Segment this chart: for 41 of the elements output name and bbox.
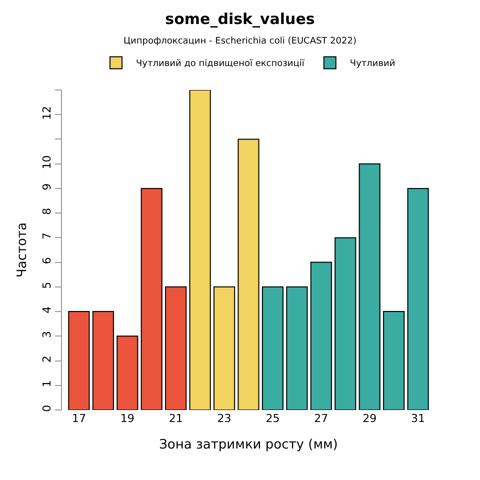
y-tick-label: 4 [40, 306, 54, 314]
bar [92, 311, 114, 410]
bar [165, 286, 187, 410]
y-tick-label: 7 [40, 232, 54, 240]
y-tick-label: 8 [40, 208, 54, 215]
x-tick-label: 31 [411, 412, 426, 425]
bar [68, 311, 90, 410]
bar [140, 188, 162, 410]
y-axis-title: Частота [15, 222, 30, 278]
x-tick-label: 21 [168, 412, 183, 425]
x-tick-label: 27 [314, 412, 328, 425]
x-tick-label: 25 [266, 412, 280, 425]
y-tick-label: 0 [40, 404, 54, 412]
bar [116, 336, 138, 410]
bar [334, 237, 356, 410]
legend-label: Чутливий [350, 59, 396, 70]
y-tick-label: 12 [40, 106, 54, 120]
legend-label: Чутливий до підвищеної експозиції [136, 59, 305, 70]
bar [286, 286, 308, 410]
x-tick-label: 29 [362, 412, 377, 425]
x-tick-label: 17 [72, 412, 86, 425]
x-axis-title: Зона затримки росту (мм) [159, 438, 338, 453]
x-tick-label: 19 [120, 412, 134, 425]
bar [407, 188, 429, 410]
bar [238, 138, 260, 410]
y-tick-label: 5 [40, 282, 54, 289]
y-tick-label: 3 [40, 331, 54, 338]
bar [262, 286, 284, 410]
bar [213, 286, 236, 410]
bar [383, 311, 405, 410]
y-tick-label: 10 [40, 155, 54, 170]
bar [358, 163, 380, 410]
chart-subtitle: Ципрофлоксацин - Escherichia coli (EUCAST 2022) [124, 36, 356, 46]
y-tick-label: 6 [40, 257, 54, 264]
x-tick-label: 23 [217, 412, 232, 425]
y-tick-label: 1 [40, 380, 54, 388]
bar [310, 262, 332, 410]
bar [189, 90, 211, 410]
y-tick-label: 9 [40, 183, 54, 190]
y-tick-label: 2 [40, 356, 54, 363]
chart-title: some_disk_values [165, 10, 315, 28]
